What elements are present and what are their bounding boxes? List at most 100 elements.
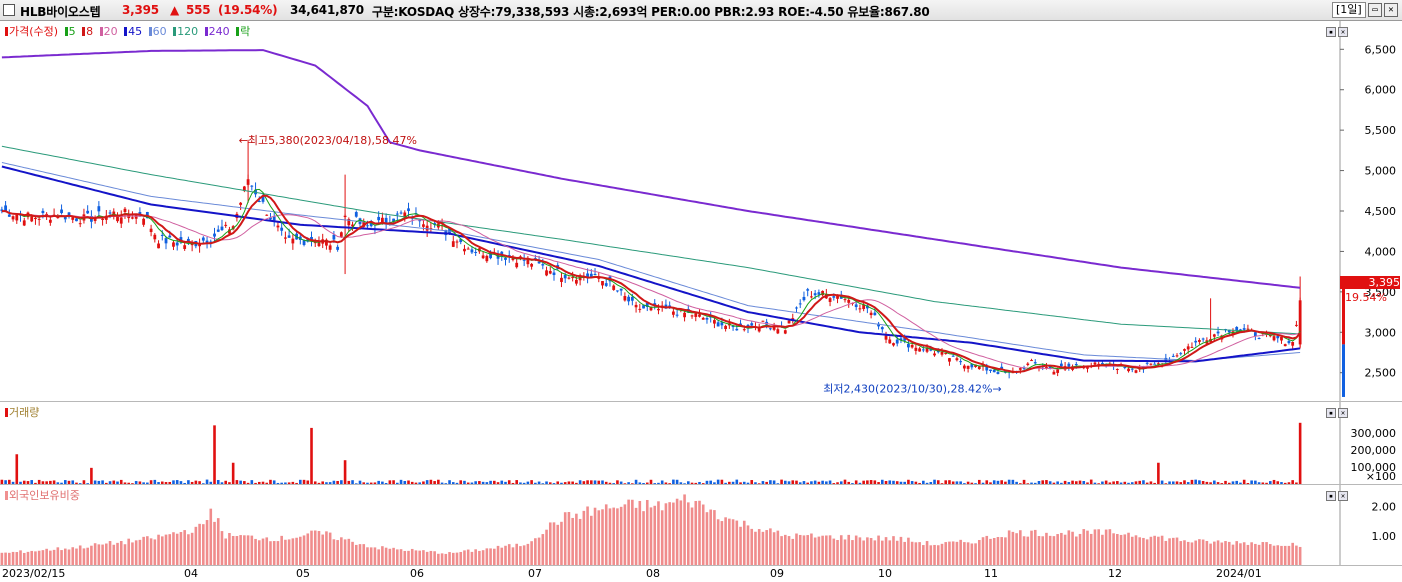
minimize-pane-icon[interactable]: ▪ xyxy=(1326,27,1336,37)
candle-body xyxy=(996,372,1000,374)
volume-bar xyxy=(228,482,231,484)
foreign-bar xyxy=(619,506,623,565)
foreign-bar xyxy=(78,545,82,565)
foreign-bar xyxy=(709,509,712,565)
volume-bar xyxy=(593,480,597,484)
foreign-bar xyxy=(1071,531,1074,565)
candle-body xyxy=(649,306,653,311)
volume-bar xyxy=(1130,482,1134,484)
volume-bar xyxy=(1254,480,1257,484)
volume-bar xyxy=(1116,481,1119,484)
foreign-bar xyxy=(787,536,791,565)
volume-bar xyxy=(873,480,877,484)
foreign-bar xyxy=(216,518,220,565)
close-pane-icon[interactable]: ✕ xyxy=(1338,408,1348,418)
candle-body xyxy=(172,242,175,247)
volume-bar xyxy=(713,482,716,484)
minimize-pane-icon[interactable]: ▪ xyxy=(1326,491,1336,501)
volume-bar xyxy=(209,481,213,484)
candle-body xyxy=(955,358,959,361)
volume-bar xyxy=(687,481,690,484)
foreign-bar xyxy=(220,531,224,565)
candle-body xyxy=(93,217,97,221)
candle-body xyxy=(22,220,26,226)
date-label: 05 xyxy=(296,567,310,580)
maximize-button[interactable]: ▭ xyxy=(1368,3,1382,17)
low-annotation: 최저2,430(2023/10/30),28.42%→ xyxy=(823,382,1001,395)
volume-bar xyxy=(1145,482,1149,484)
foreign-bar xyxy=(1209,543,1212,565)
volume-bar xyxy=(1231,481,1235,484)
foreign-bar xyxy=(922,545,925,565)
select-checkbox[interactable] xyxy=(3,4,15,16)
volume-bar xyxy=(1101,481,1104,484)
volume-pane[interactable]: 300,000 200,000 100,000 ×100 거래량 ▪ ✕ xyxy=(0,402,1402,485)
candle-body xyxy=(1257,337,1261,339)
volume-bar xyxy=(101,480,104,484)
close-pane-icon[interactable]: ✕ xyxy=(1338,491,1348,501)
candle-body xyxy=(962,365,966,369)
ma45-line xyxy=(1,165,1301,363)
foreign-bar xyxy=(1108,529,1112,565)
volume-bar xyxy=(448,480,451,484)
candle-body xyxy=(75,218,78,222)
candle-body xyxy=(623,296,627,301)
candle-body xyxy=(470,249,474,253)
foreign-bar xyxy=(388,548,392,565)
candle-body xyxy=(213,233,216,237)
price-pane[interactable]: 6,500 6,000 5,500 5,000 4,500 4,000 3,500 3,000… xyxy=(0,21,1402,402)
candle-body xyxy=(198,244,201,247)
foreign-bar xyxy=(116,542,119,565)
candle-body xyxy=(1212,334,1216,337)
foreign-bar xyxy=(1160,535,1164,565)
foreign-bar xyxy=(362,544,366,565)
foreign-bar xyxy=(1265,542,1268,565)
date-axis: 2023/02/15 04 05 06 07 08 09 10 11 12 20… xyxy=(0,566,1402,582)
foreign-bar xyxy=(1104,529,1108,565)
foreign-bar xyxy=(739,526,742,565)
foreign-bar xyxy=(366,547,369,565)
foreign-bar xyxy=(776,530,780,565)
close-pane-icon[interactable]: ✕ xyxy=(1338,27,1348,37)
candle-body xyxy=(63,216,67,220)
foreign-bar xyxy=(257,540,261,565)
candle-body xyxy=(399,212,403,214)
volume-bar xyxy=(343,460,347,484)
foreign-bar xyxy=(903,541,906,565)
foreign-bar xyxy=(336,540,339,565)
candle-body xyxy=(694,313,698,317)
foreign-bar xyxy=(243,535,246,565)
candle-body xyxy=(250,185,254,187)
candle-body xyxy=(683,312,686,318)
minimize-pane-icon[interactable]: ▪ xyxy=(1326,408,1336,418)
volume-bar xyxy=(918,482,921,484)
period-selector[interactable]: [1일] xyxy=(1332,2,1366,18)
foreign-bar xyxy=(698,500,701,565)
candle-body xyxy=(149,228,153,233)
candle-body xyxy=(1227,329,1231,333)
foreign-bar xyxy=(1060,532,1063,565)
ma45-legend-icon xyxy=(124,27,128,36)
foreign-bar xyxy=(1056,534,1059,565)
foreign-bar xyxy=(791,538,795,565)
volume-bar xyxy=(672,479,675,484)
ma60-legend-label: 60 xyxy=(152,25,167,38)
close-button[interactable]: ✕ xyxy=(1384,3,1398,17)
volume-bar xyxy=(683,483,686,484)
foreign-bar xyxy=(504,545,507,565)
candle-body xyxy=(1082,367,1086,369)
volume-bar xyxy=(418,482,421,484)
foreign-ownership-pane[interactable]: 2.00 1.00 외국인보유비중 ▪ ✕ xyxy=(0,485,1402,566)
candle-body xyxy=(571,277,575,279)
volume-bar xyxy=(15,454,19,484)
candle-body xyxy=(1235,326,1239,331)
date-label: 04 xyxy=(184,567,198,580)
foreign-bar xyxy=(959,539,962,565)
candle-body xyxy=(119,217,123,224)
date-label: 2024/01 xyxy=(1216,567,1262,580)
volume-bar xyxy=(899,481,903,484)
foreign-bar xyxy=(899,536,903,565)
volume-bar xyxy=(205,479,209,484)
candle-body xyxy=(828,298,832,302)
candle-body xyxy=(750,323,754,326)
